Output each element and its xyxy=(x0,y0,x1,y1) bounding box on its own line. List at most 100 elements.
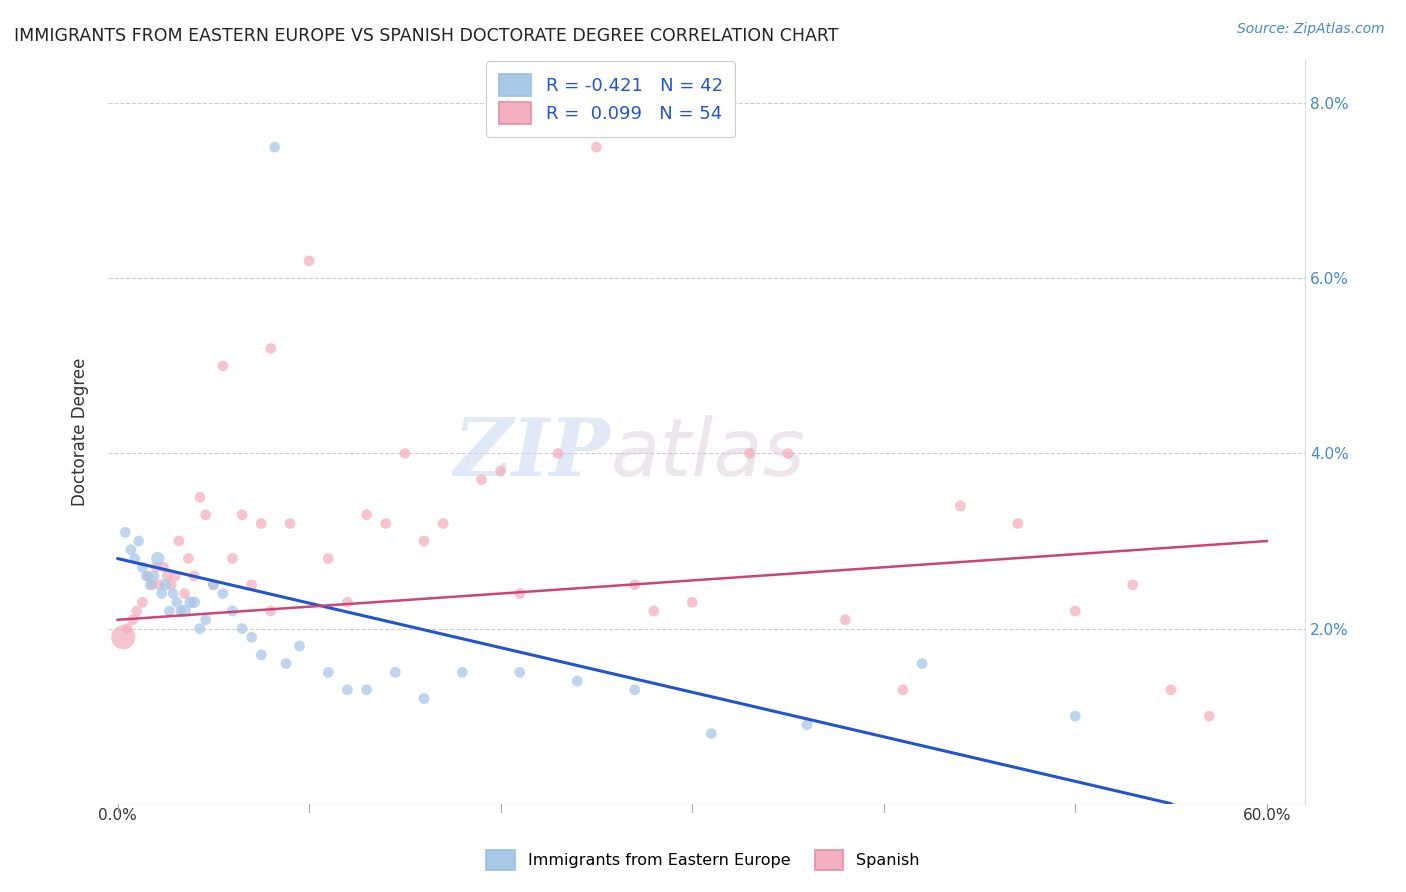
Y-axis label: Doctorate Degree: Doctorate Degree xyxy=(72,358,89,506)
Point xyxy=(173,586,195,600)
Point xyxy=(202,578,225,592)
Point xyxy=(250,648,273,662)
Point xyxy=(623,578,645,592)
Point xyxy=(891,682,914,697)
Point xyxy=(384,665,406,680)
Point xyxy=(1160,682,1182,697)
Point xyxy=(112,630,135,644)
Point xyxy=(157,604,180,618)
Point xyxy=(122,613,145,627)
Point xyxy=(136,569,159,583)
Point xyxy=(143,569,166,583)
Point xyxy=(274,657,297,671)
Point xyxy=(1064,709,1087,723)
Point xyxy=(114,525,136,540)
Point xyxy=(643,604,665,618)
Point xyxy=(796,718,818,732)
Point xyxy=(183,595,205,609)
Point xyxy=(489,464,512,478)
Point xyxy=(949,499,972,513)
Point xyxy=(250,516,273,531)
Point xyxy=(413,691,436,706)
Text: Source: ZipAtlas.com: Source: ZipAtlas.com xyxy=(1237,22,1385,37)
Point xyxy=(1007,516,1029,531)
Point xyxy=(336,682,359,697)
Legend: Immigrants from Eastern Europe, Spanish: Immigrants from Eastern Europe, Spanish xyxy=(477,841,929,880)
Point xyxy=(1198,709,1220,723)
Point xyxy=(212,586,235,600)
Point xyxy=(509,586,531,600)
Point xyxy=(374,516,396,531)
Point xyxy=(146,551,169,566)
Text: IMMIGRANTS FROM EASTERN EUROPE VS SPANISH DOCTORATE DEGREE CORRELATION CHART: IMMIGRANTS FROM EASTERN EUROPE VS SPANIS… xyxy=(14,27,838,45)
Point xyxy=(911,657,934,671)
Point xyxy=(152,560,174,574)
Point xyxy=(167,534,190,549)
Point xyxy=(139,578,162,592)
Point xyxy=(1122,578,1144,592)
Point xyxy=(776,446,799,460)
Point xyxy=(163,569,186,583)
Text: atlas: atlas xyxy=(610,415,806,493)
Point xyxy=(394,446,416,460)
Point xyxy=(298,254,321,268)
Point xyxy=(155,578,177,592)
Point xyxy=(260,342,283,356)
Point xyxy=(149,578,172,592)
Point xyxy=(221,551,243,566)
Point xyxy=(194,508,217,522)
Point xyxy=(221,604,243,618)
Point xyxy=(700,726,723,740)
Point xyxy=(240,630,263,644)
Point xyxy=(156,569,179,583)
Legend: R = -0.421   N = 42, R =  0.099   N = 54: R = -0.421 N = 42, R = 0.099 N = 54 xyxy=(486,62,735,136)
Point xyxy=(260,604,283,618)
Point xyxy=(141,578,163,592)
Point xyxy=(451,665,474,680)
Point xyxy=(162,586,184,600)
Point xyxy=(316,665,339,680)
Point xyxy=(202,578,225,592)
Point xyxy=(183,569,205,583)
Point xyxy=(135,569,157,583)
Point xyxy=(128,534,150,549)
Point xyxy=(179,595,201,609)
Point xyxy=(145,560,167,574)
Point xyxy=(681,595,703,609)
Point xyxy=(356,682,378,697)
Point xyxy=(278,516,301,531)
Point xyxy=(585,140,607,154)
Point xyxy=(509,665,531,680)
Point xyxy=(194,613,217,627)
Point xyxy=(547,446,569,460)
Point xyxy=(212,359,235,373)
Point xyxy=(166,595,188,609)
Point xyxy=(567,674,589,689)
Point xyxy=(188,490,211,504)
Point xyxy=(131,560,153,574)
Point xyxy=(316,551,339,566)
Point xyxy=(173,604,195,618)
Point xyxy=(231,508,253,522)
Point xyxy=(356,508,378,522)
Point xyxy=(432,516,454,531)
Point xyxy=(115,622,138,636)
Point xyxy=(470,473,492,487)
Point xyxy=(263,140,285,154)
Point xyxy=(160,578,183,592)
Point xyxy=(177,551,200,566)
Point xyxy=(120,542,142,557)
Point xyxy=(131,595,153,609)
Point xyxy=(125,604,148,618)
Point xyxy=(738,446,761,460)
Point xyxy=(413,534,436,549)
Point xyxy=(623,682,645,697)
Point xyxy=(150,586,173,600)
Point xyxy=(188,622,211,636)
Point xyxy=(336,595,359,609)
Point xyxy=(240,578,263,592)
Text: ZIP: ZIP xyxy=(454,415,610,492)
Point xyxy=(1064,604,1087,618)
Point xyxy=(170,604,193,618)
Point xyxy=(288,639,311,653)
